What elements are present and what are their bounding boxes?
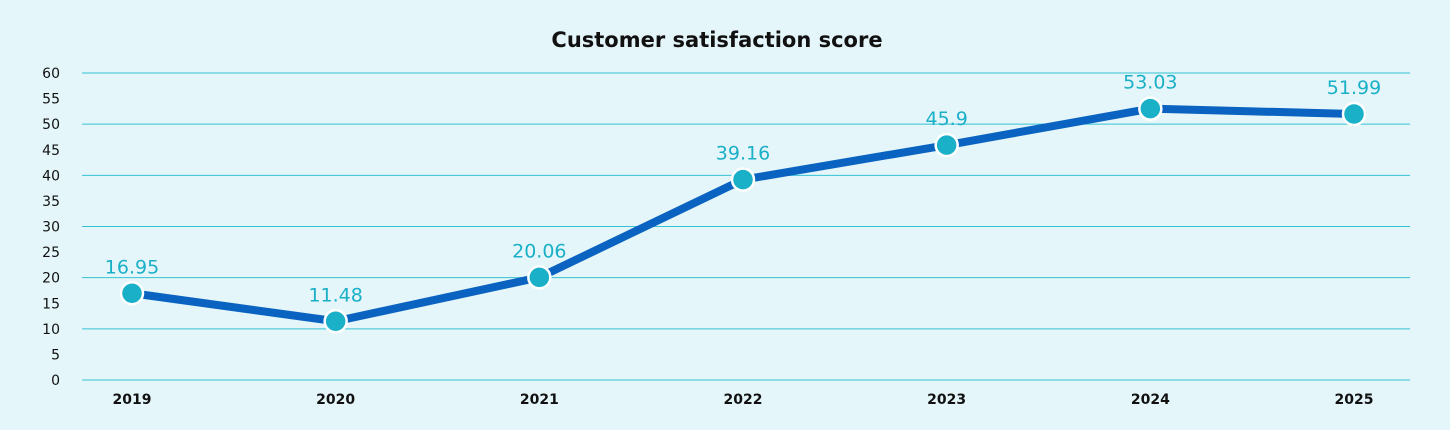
y-tick-label-20: 20 xyxy=(42,271,60,287)
data-label-2025: 51.99 xyxy=(1327,77,1381,99)
y-tick-label-40: 40 xyxy=(42,168,60,184)
chart-title: Customer satisfaction score xyxy=(551,28,882,52)
data-label-2020: 11.48 xyxy=(308,284,362,306)
y-tick-label-25: 25 xyxy=(42,245,60,261)
x-axis: 2019 2020 2021 2022 2023 2024 2025 xyxy=(113,392,1374,408)
y-tick-label-15: 15 xyxy=(42,296,60,312)
y-tick-label-45: 45 xyxy=(42,143,60,159)
y-tick-label-50: 50 xyxy=(42,117,60,133)
y-tick-label-10: 10 xyxy=(42,322,60,338)
x-tick-label-2025: 2025 xyxy=(1335,392,1374,408)
x-tick-label-2023: 2023 xyxy=(927,392,966,408)
x-tick-label-2022: 2022 xyxy=(724,392,763,408)
data-point-2025 xyxy=(1341,101,1367,127)
gridlines xyxy=(82,72,1410,381)
data-point-2019 xyxy=(119,281,145,306)
data-point-2020 xyxy=(323,309,348,334)
data-point-2023 xyxy=(934,132,959,158)
y-tick-label-0: 0 xyxy=(51,373,60,389)
x-tick-label-2024: 2024 xyxy=(1131,392,1170,408)
data-label-2019: 16.95 xyxy=(105,256,159,278)
y-tick-label-30: 30 xyxy=(42,220,60,236)
y-tick-label-5: 5 xyxy=(51,347,60,363)
markers-group xyxy=(119,96,1367,334)
y-tick-label-35: 35 xyxy=(42,194,60,210)
data-point-2024 xyxy=(1138,96,1163,121)
data-point-2022 xyxy=(730,167,756,192)
x-tick-label-2020: 2020 xyxy=(316,392,355,408)
data-labels-group: 16.95 11.48 20.06 39.16 45.9 53.03 51.99 xyxy=(105,72,1381,307)
data-label-2023: 45.9 xyxy=(926,108,968,130)
y-tick-label-55: 55 xyxy=(42,92,60,108)
data-label-2022: 39.16 xyxy=(716,143,770,165)
data-point-2021 xyxy=(527,265,552,290)
data-label-2021: 20.06 xyxy=(512,240,566,262)
x-tick-label-2021: 2021 xyxy=(520,392,559,408)
data-label-2024: 53.03 xyxy=(1123,72,1177,94)
y-tick-label-60: 60 xyxy=(42,66,60,82)
y-axis: 0 5 10 15 20 25 30 35 40 45 50 55 60 xyxy=(42,66,60,389)
x-tick-label-2019: 2019 xyxy=(113,392,152,408)
